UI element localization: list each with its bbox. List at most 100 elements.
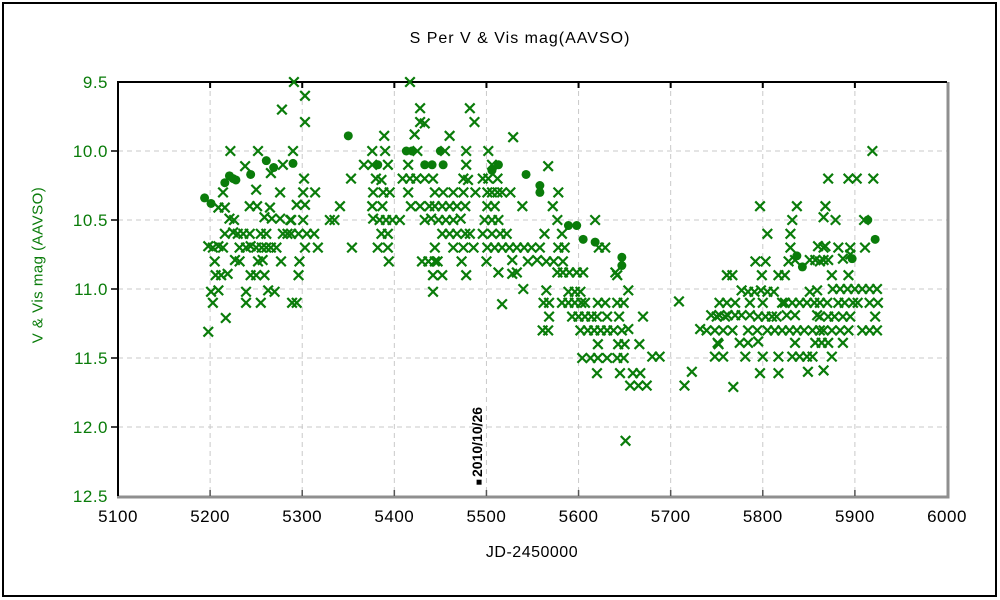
vis-marker — [251, 200, 263, 212]
vis-marker — [821, 297, 833, 309]
vis-marker — [729, 297, 741, 309]
vis-marker — [436, 200, 448, 212]
vis-marker — [789, 337, 801, 349]
vis-marker — [806, 324, 819, 336]
y-tick-label: 11.0 — [74, 280, 108, 299]
vis-marker — [819, 200, 831, 212]
vis-marker — [713, 338, 725, 350]
vis-marker — [705, 309, 717, 321]
vis-marker — [451, 200, 463, 212]
vis-marker — [818, 324, 830, 336]
vis-marker — [427, 173, 439, 185]
vis-marker — [818, 364, 830, 376]
y-tick-label: 12.5 — [72, 487, 108, 506]
vis-marker — [822, 337, 834, 349]
vis-marker — [222, 268, 234, 280]
vis-marker — [436, 228, 448, 240]
vis-marker — [709, 324, 721, 336]
v-marker — [487, 165, 497, 175]
v-marker — [288, 158, 298, 168]
vis-marker — [779, 297, 791, 309]
vis-marker — [404, 76, 416, 88]
vis-marker — [734, 337, 746, 349]
vis-marker — [328, 214, 341, 226]
vis-marker — [744, 297, 756, 309]
vis-marker — [864, 324, 876, 336]
vis-marker — [429, 255, 441, 267]
vis-marker — [410, 173, 422, 185]
vis-marker — [601, 311, 613, 323]
vis-marker — [818, 254, 830, 266]
vis-marker — [608, 324, 620, 336]
vis-marker — [577, 266, 589, 278]
vis-marker — [414, 102, 426, 114]
v-marker — [870, 234, 880, 244]
vis-marker — [436, 269, 448, 281]
vis-marker — [834, 283, 846, 295]
vis-marker — [402, 159, 414, 171]
vis-marker — [837, 311, 849, 323]
vis-marker — [366, 200, 378, 212]
vis-marker — [786, 297, 798, 309]
vis-marker — [856, 283, 868, 295]
vis-marker — [754, 367, 766, 379]
vis-marker — [427, 269, 439, 281]
v-marker — [617, 261, 627, 271]
vis-marker — [844, 242, 856, 254]
vis-marker — [632, 380, 644, 392]
y-tick-label: 10.0 — [72, 142, 108, 161]
vis-marker — [386, 214, 399, 226]
v-marker — [220, 178, 230, 188]
vis-marker — [456, 255, 468, 267]
vis-marker — [772, 367, 784, 379]
vis-marker — [492, 266, 504, 278]
x-tick-label: 5200 — [190, 507, 231, 526]
vis-marker — [379, 145, 391, 157]
vis-marker — [559, 242, 571, 254]
vis-marker — [599, 242, 611, 254]
vis-marker — [501, 228, 513, 240]
vis-marker — [460, 159, 472, 171]
vis-marker — [496, 186, 508, 198]
vis-marker — [839, 297, 851, 309]
vis-marker — [834, 324, 846, 336]
vis-marker — [538, 228, 551, 240]
vis-marker — [622, 284, 634, 296]
vis-marker — [274, 213, 286, 225]
vis-marker — [429, 186, 441, 198]
vis-marker — [207, 297, 219, 309]
vis-marker — [726, 324, 738, 336]
vis-marker — [219, 202, 231, 214]
vis-marker — [384, 186, 396, 198]
vis-marker — [757, 351, 769, 363]
vis-marker — [397, 173, 409, 185]
vis-marker — [739, 351, 751, 363]
vis-marker — [285, 214, 297, 226]
vis-marker — [686, 366, 698, 378]
vis-marker — [654, 351, 666, 363]
vis-marker — [867, 173, 879, 185]
vis-marker — [844, 311, 856, 323]
v-marker — [535, 187, 545, 197]
vis-marker — [842, 269, 854, 281]
vis-marker — [589, 214, 601, 226]
vis-marker — [277, 159, 289, 171]
vis-marker — [299, 199, 311, 211]
vis-marker — [592, 352, 604, 364]
vis-marker — [270, 242, 282, 254]
vis-marker — [299, 242, 311, 254]
vis-marker — [250, 269, 262, 281]
vis-marker — [543, 311, 555, 323]
vis-marker — [429, 200, 441, 212]
vis-marker — [579, 297, 591, 309]
vis-marker — [744, 309, 756, 321]
vis-marker — [709, 351, 721, 363]
vis-marker — [486, 228, 498, 240]
vis-marker — [540, 255, 552, 267]
vis-marker — [864, 297, 876, 309]
vis-marker — [814, 311, 826, 323]
annotation-square — [476, 479, 482, 485]
vis-marker — [432, 214, 445, 226]
v-marker — [231, 175, 241, 185]
